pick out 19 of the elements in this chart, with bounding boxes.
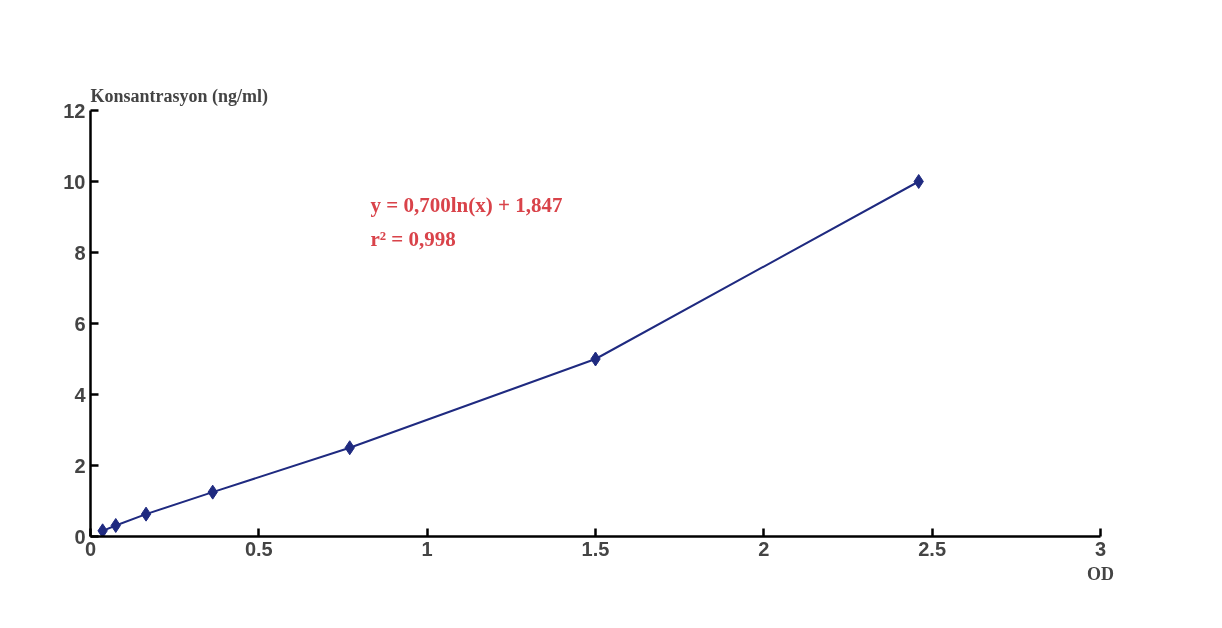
y-axis-title: Konsantrasyon (ng/ml) xyxy=(90,85,269,107)
x-tick-label: 1 xyxy=(421,537,433,560)
x-tick-label: 1.5 xyxy=(581,537,610,560)
annotation: y = 0,700ln(x) + 1,847 xyxy=(370,192,563,217)
y-tick-label: 4 xyxy=(74,383,87,406)
y-tick-label: 10 xyxy=(63,170,86,193)
point xyxy=(97,523,108,537)
x-axis-title: OD xyxy=(1087,563,1114,584)
x-tick-label: 2 xyxy=(758,537,770,560)
y-tick-label: 8 xyxy=(74,241,86,264)
x-tick-label: 2.5 xyxy=(918,537,947,560)
x-tick-label: 0.5 xyxy=(244,537,273,560)
point xyxy=(913,174,924,189)
y-tick-label: 12 xyxy=(63,99,86,122)
point xyxy=(140,506,152,522)
y-tick-label: 2 xyxy=(74,454,86,477)
x-tick-label: 3 xyxy=(1094,537,1107,560)
y-tick-label: 6 xyxy=(74,312,86,335)
annotation: r² = 0,998 xyxy=(370,226,456,251)
